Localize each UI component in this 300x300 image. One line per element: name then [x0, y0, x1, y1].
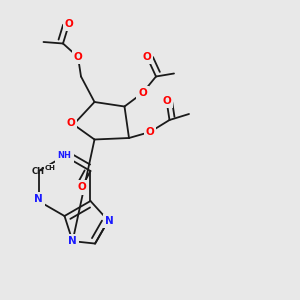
- Text: O: O: [146, 127, 154, 137]
- Text: N: N: [34, 194, 43, 205]
- Text: CH: CH: [45, 165, 56, 171]
- Text: N: N: [104, 216, 112, 226]
- Text: N: N: [34, 196, 43, 206]
- Text: N: N: [68, 236, 77, 246]
- Text: O: O: [77, 182, 86, 193]
- Text: O: O: [74, 52, 82, 62]
- Text: O: O: [64, 19, 74, 29]
- Text: O: O: [162, 95, 171, 106]
- Text: NH: NH: [58, 152, 71, 160]
- Text: N: N: [105, 216, 114, 226]
- Text: O: O: [66, 118, 75, 128]
- Text: O: O: [138, 88, 147, 98]
- Text: N: N: [68, 236, 77, 246]
- Text: NH: NH: [58, 152, 71, 160]
- Text: CH: CH: [32, 167, 45, 176]
- Text: O: O: [142, 52, 152, 62]
- Text: O: O: [77, 182, 86, 193]
